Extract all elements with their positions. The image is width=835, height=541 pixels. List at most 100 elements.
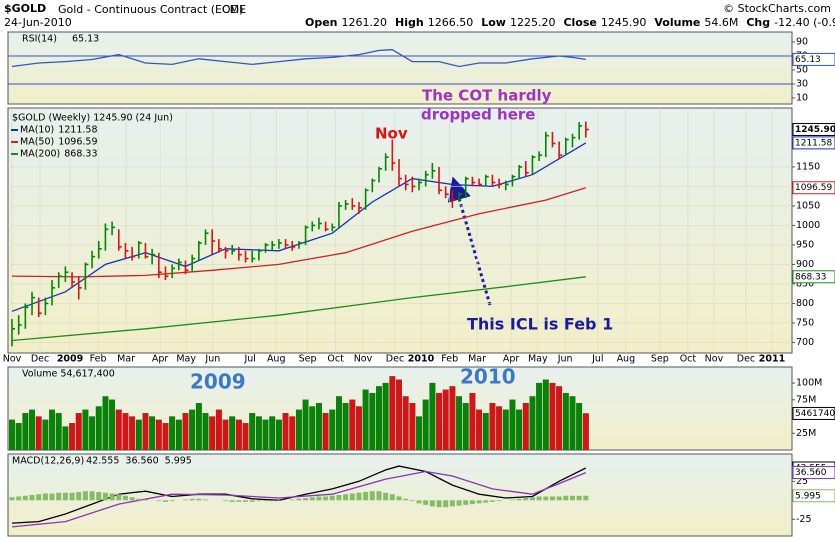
legend-value: 65.13 xyxy=(72,34,99,45)
histogram-bar xyxy=(296,498,302,501)
value-box xyxy=(792,489,835,503)
volume-bar xyxy=(416,416,422,451)
histogram-bar xyxy=(523,498,529,501)
y-tick-label: 850 xyxy=(796,278,814,289)
histogram-bar xyxy=(363,491,369,501)
volume-bar xyxy=(469,392,476,451)
volume-bar xyxy=(569,396,576,451)
volume-bar xyxy=(122,413,129,451)
volume-bar xyxy=(456,396,463,451)
quote-value: -12.40 (-0.99%) xyxy=(774,16,835,29)
volume-bar xyxy=(135,419,142,451)
histogram-bar xyxy=(303,498,309,501)
instrument: Gold - Continuous Contract (EOD) xyxy=(58,3,243,16)
volume-bar xyxy=(55,413,62,451)
volume-bar xyxy=(209,416,216,451)
histogram-bar xyxy=(162,500,168,502)
value-box-label: 1211.58 xyxy=(795,138,832,148)
histogram-bar xyxy=(416,500,422,504)
volume-bar xyxy=(502,409,509,451)
volume-bar xyxy=(102,396,109,451)
volume-bar xyxy=(362,389,369,451)
histogram-bar xyxy=(489,500,495,502)
volume-bar xyxy=(62,426,69,451)
volume-bar xyxy=(335,396,342,451)
histogram-bar xyxy=(549,496,555,501)
x-tick-label: Sep xyxy=(651,354,669,365)
volume-bar xyxy=(302,399,309,451)
histogram-bar xyxy=(396,496,402,501)
legend-value: 42.555 xyxy=(86,456,119,467)
value-box-label: 65.13 xyxy=(795,55,821,65)
histogram-bar xyxy=(96,491,102,501)
histogram-bar xyxy=(142,499,148,501)
volume-bar xyxy=(436,392,442,451)
legend-name: MA(10) xyxy=(20,125,54,136)
x-tick-label: Sep xyxy=(299,354,317,365)
legend-title: $GOLD (Weekly) 1245.90 (24 Jun) xyxy=(12,113,173,124)
annotation: The COT hardly xyxy=(422,87,552,105)
x-tick-label: Dec xyxy=(386,354,404,365)
annotation: 2010 xyxy=(460,365,516,389)
volume-bar xyxy=(389,376,396,451)
y-tick-label: 90 xyxy=(796,37,808,48)
histogram-bar xyxy=(569,495,575,501)
histogram-bar xyxy=(423,500,429,505)
histogram-bar xyxy=(509,499,515,501)
histogram-bar xyxy=(409,500,415,502)
histogram-bar xyxy=(182,499,188,501)
volume-bar xyxy=(329,409,336,451)
volume-bar xyxy=(402,396,409,451)
y-tick-label: 1000 xyxy=(796,220,820,231)
volume-bar xyxy=(115,409,122,451)
histogram-bar xyxy=(336,495,342,501)
value-box-label: 36.560 xyxy=(795,468,827,478)
volume-bar xyxy=(189,409,196,451)
volume-bar xyxy=(249,413,256,451)
volume-bar xyxy=(75,413,82,451)
volume-bar xyxy=(235,419,242,451)
histogram-bar xyxy=(316,496,322,501)
volume-bar xyxy=(509,399,516,451)
x-tick-label: Jun xyxy=(204,354,220,365)
copyright: © StockCharts.com xyxy=(723,2,831,15)
volume-bar xyxy=(242,423,249,451)
value-box xyxy=(792,406,835,420)
volume-bar xyxy=(582,413,589,451)
header: $GOLD Gold - Continuous Contract (EOD) C… xyxy=(4,2,831,29)
price-panel xyxy=(7,107,793,354)
histogram-bar xyxy=(449,500,455,507)
histogram-bar xyxy=(276,500,282,502)
histogram-bar xyxy=(89,491,95,501)
volume-bar xyxy=(542,379,549,451)
y-tick-label: 10 xyxy=(796,92,808,103)
quote-value: 1266.50 xyxy=(428,16,474,29)
histogram-bar xyxy=(42,493,48,501)
histogram-bar xyxy=(269,500,275,502)
histogram-bar xyxy=(129,497,135,501)
volume-bar xyxy=(182,413,189,451)
quote-value: 1261.20 xyxy=(342,16,388,29)
x-tick-label: 2011 xyxy=(759,354,785,365)
legend-title: Volume 54,617,400 xyxy=(22,369,115,380)
histogram-bar xyxy=(356,492,362,501)
histogram-bar xyxy=(189,498,195,501)
volume-bar xyxy=(95,406,102,451)
histogram-bar xyxy=(476,500,482,504)
x-tick-label: Apr xyxy=(503,354,520,365)
volume-bar xyxy=(396,379,402,451)
histogram-bar xyxy=(443,500,449,508)
y-tick-label: 950 xyxy=(796,239,814,250)
histogram-bar xyxy=(69,492,75,501)
volume-bar xyxy=(516,409,523,451)
y-tick-label: 800 xyxy=(796,298,814,309)
volume-bar xyxy=(89,416,96,451)
histogram-bar xyxy=(36,494,42,501)
volume-bar xyxy=(422,399,429,451)
histogram-bar xyxy=(463,500,469,505)
value-box-label: 54617400 xyxy=(795,409,835,419)
histogram-bar xyxy=(9,497,15,501)
volume-bar xyxy=(496,406,503,451)
histogram-bar xyxy=(456,500,462,506)
volume-bar xyxy=(576,402,583,451)
